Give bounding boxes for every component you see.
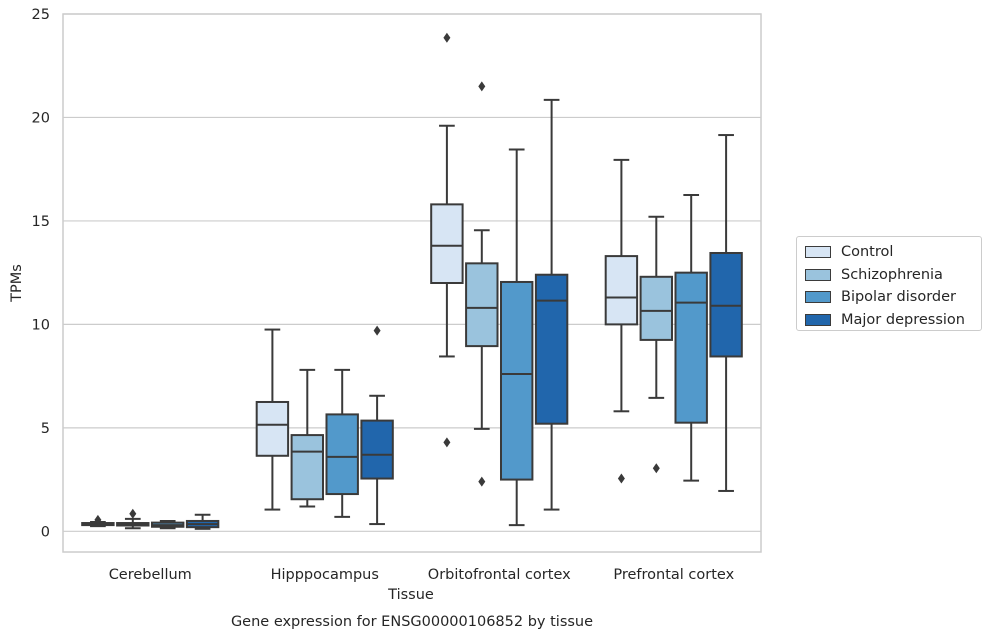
x-tick-label: Prefrontal cortex [613,567,734,583]
box-bipolar-disorder [499,148,534,527]
y-tick-label: 15 [32,214,50,230]
box-schizophrenia [639,215,674,474]
legend-item: Schizophrenia [805,264,981,287]
legend-item: Bipolar disorder [805,286,981,309]
legend-label: Schizophrenia [841,266,943,283]
box-control [255,328,290,511]
iqr-box [499,280,534,481]
box-plots [81,32,743,530]
outlier-point [129,508,137,519]
box-schizophrenia [465,81,499,487]
box-major-depression [360,325,394,526]
iqr-box [465,262,499,348]
outlier-point [94,514,102,525]
box-control [430,32,464,448]
legend-label: Major depression [841,311,965,328]
iqr-box [430,203,464,284]
x-axis-label: Tissue [387,587,434,603]
box-major-depression [185,513,220,530]
plot-frame [62,13,762,553]
iqr-box [360,419,394,480]
y-tick-label: 25 [32,7,50,23]
legend-swatch [805,291,831,304]
y-tick-label: 5 [41,421,50,437]
legend-swatch [805,246,831,259]
legend-label: Bipolar disorder [841,289,956,306]
legend-swatch [805,313,831,326]
x-tick-label: Hipppocampus [271,567,379,583]
iqr-box [709,251,743,358]
y-tick-label: 0 [41,524,50,540]
outlier-point [443,437,451,448]
box-control [604,158,639,484]
chart-caption: Gene expression for ENSG00000106852 by t… [231,614,593,630]
iqr-box [534,273,569,425]
y-tick-label: 20 [32,110,50,126]
iqr-box [639,275,674,341]
legend-item: Control [805,241,981,264]
legend-swatch [805,268,831,281]
box-bipolar-disorder [325,368,359,518]
iqr-box [674,271,708,424]
iqr-box [325,413,359,496]
iqr-box [255,400,290,457]
box-control [81,514,115,528]
outlier-point [373,325,381,336]
outlier-point [652,463,660,474]
box-schizophrenia [290,368,325,508]
outlier-point [478,476,486,487]
outlier-point [443,32,451,43]
y-axis-ticks: 0 5 10 15 20 25 [32,7,50,540]
y-axis-label: TPMs [9,264,25,303]
y-tick-label: 10 [32,317,50,333]
box-bipolar-disorder [674,194,708,482]
x-tick-label: Orbitofrontal cortex [428,567,571,583]
box-major-depression [709,134,743,492]
x-axis-ticks: Cerebellum Hipppocampus Orbitofrontal cort… [109,567,735,583]
box-major-depression [534,98,569,511]
box-schizophrenia [116,508,150,530]
iqr-box [604,255,639,326]
legend-item: Major depression [805,309,981,332]
legend-label: Control [841,244,894,261]
x-tick-label: Cerebellum [109,567,192,583]
outlier-point [617,473,625,484]
legend: Control Schizophrenia Bipolar disorder Majo… [796,236,982,331]
box-bipolar-disorder [150,519,185,530]
outlier-point [478,81,486,92]
iqr-box [290,434,325,501]
